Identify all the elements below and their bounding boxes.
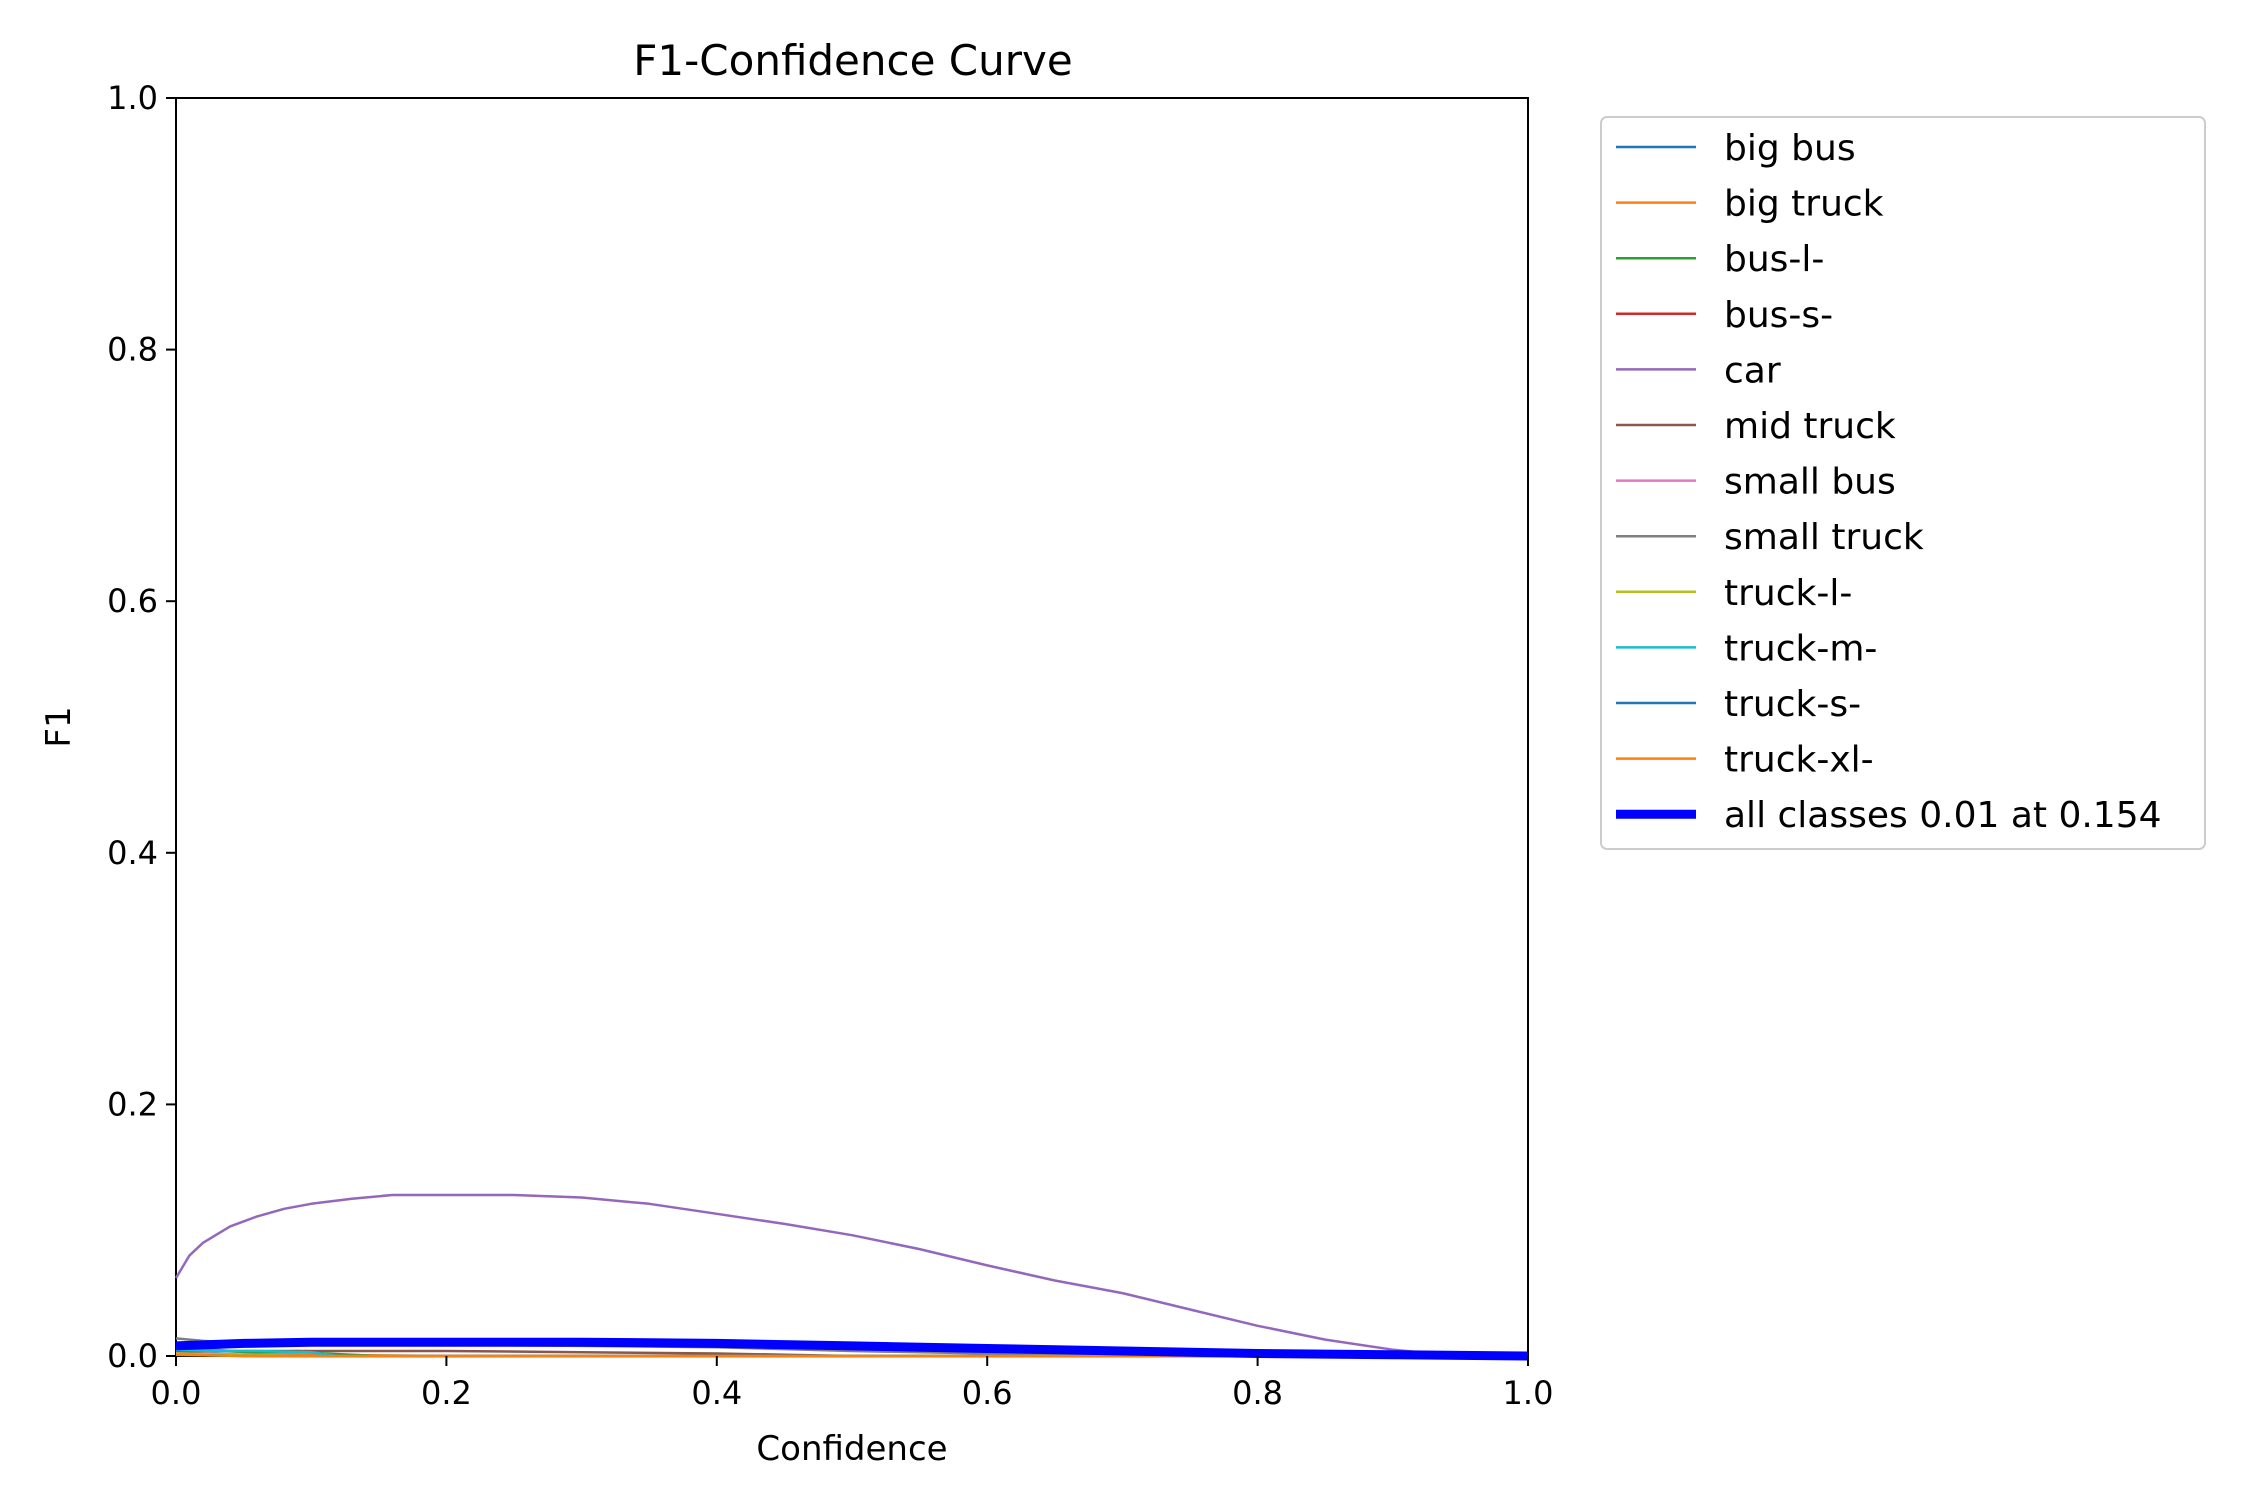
legend-label: bus-l- <box>1724 239 1824 280</box>
y-axis-ticks: 0.0 0.2 0.4 0.6 0.8 1.0 <box>107 79 176 1375</box>
chart-title: F1-Confidence Curve <box>633 36 1072 85</box>
legend-item-truck-l: truck-l- <box>1616 573 1852 614</box>
legend-label: small truck <box>1724 517 1924 558</box>
legend-frame <box>1600 116 2206 850</box>
legend-item-small-truck: small truck <box>1616 517 1924 558</box>
y-tick-label: 1.0 <box>107 79 158 117</box>
legend-item-big-truck: big truck <box>1616 184 1884 225</box>
y-tick-label: 0.6 <box>107 582 158 620</box>
legend-item-small-bus: small bus <box>1616 462 1896 503</box>
legend-label: big bus <box>1724 128 1856 169</box>
legend-item-all-classes-0-01-at-0-154: all classes 0.01 at 0.154 <box>1616 795 2162 836</box>
series-line-all-classes-0-01-at-0-154 <box>175 1337 1529 1361</box>
x-axis-ticks: 0.0 0.2 0.4 0.6 0.8 1.0 <box>151 1356 1554 1412</box>
legend: big bus big truck bus-l-bus-s-car mid truck… <box>1600 116 2206 850</box>
legend-label: big truck <box>1724 184 1884 225</box>
x-tick-label: 0.6 <box>962 1374 1013 1412</box>
series-line-car <box>174 1193 1529 1358</box>
legend-item-bus-s: bus-s- <box>1616 295 1833 336</box>
y-tick-label: 0.0 <box>107 1337 158 1375</box>
legend-label: bus-s- <box>1724 295 1833 336</box>
legend-items: big bus big truck bus-l-bus-s-car mid truck… <box>1616 128 2162 836</box>
legend-label: truck-l- <box>1724 573 1852 614</box>
y-tick-label: 0.4 <box>107 834 158 872</box>
x-tick-label: 0.8 <box>1232 1374 1283 1412</box>
series-layer <box>174 1193 1529 1361</box>
legend-item-car: car <box>1616 350 1781 391</box>
plot-area: 0.0 0.2 0.4 0.6 0.8 1.0 0.0 0.2 0.4 0.6 0.8 1.0 <box>107 79 1553 1412</box>
legend-item-bus-l: bus-l- <box>1616 239 1824 280</box>
legend-label: mid truck <box>1724 406 1896 447</box>
legend-label: car <box>1724 350 1781 391</box>
x-tick-label: 0.4 <box>691 1374 742 1412</box>
legend-item-truck-xl: truck-xl- <box>1616 740 1874 781</box>
legend-label: all classes 0.01 at 0.154 <box>1724 795 2162 836</box>
y-tick-label: 0.8 <box>107 331 158 369</box>
legend-label: truck-s- <box>1724 684 1861 725</box>
x-tick-label: 1.0 <box>1503 1374 1554 1412</box>
x-tick-label: 0.0 <box>151 1374 202 1412</box>
y-axis-label: F1 <box>39 706 79 747</box>
x-axis-label: Confidence <box>756 1429 947 1469</box>
legend-item-mid-truck: mid truck <box>1616 406 1896 447</box>
legend-label: small bus <box>1724 462 1896 503</box>
legend-label: truck-xl- <box>1724 740 1874 781</box>
legend-label: truck-m- <box>1724 628 1877 669</box>
legend-item-big-bus: big bus <box>1616 128 1856 169</box>
legend-item-truck-s: truck-s- <box>1616 684 1861 725</box>
series-line-truck-xl <box>175 1353 1528 1358</box>
y-tick-label: 0.2 <box>107 1085 158 1123</box>
legend-item-truck-m: truck-m- <box>1616 628 1877 669</box>
x-tick-label: 0.2 <box>421 1374 472 1412</box>
